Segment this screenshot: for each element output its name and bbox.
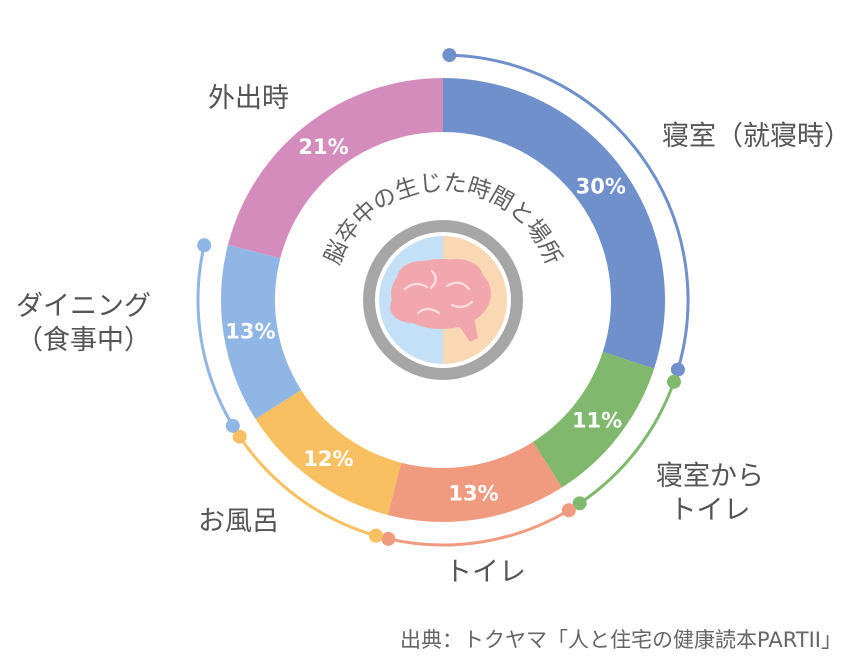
slice-dining [221, 244, 302, 419]
bracket-dot-bath [368, 528, 383, 543]
slice-bedroom-toilet [533, 351, 655, 488]
slice-toilet [387, 441, 562, 522]
bracket-dot-dining [225, 418, 240, 433]
bracket-dot-bedroom-toilet [666, 374, 681, 389]
category-label-line: （食事中） [16, 324, 151, 356]
bracket-bedroom [449, 53, 690, 371]
slice-bath [255, 390, 402, 516]
category-label-line: トイレ [669, 494, 751, 526]
label-brackets [196, 48, 690, 547]
bracket-bedroom-toilet [578, 381, 676, 505]
category-label-line: トイレ [445, 557, 526, 588]
pct-label-bedroom-toilet: 11% [572, 409, 622, 433]
category-label-line: 寝室（就寝時） [662, 121, 851, 152]
category-label-dining: ダイニング （食事中） [16, 290, 151, 358]
category-label-bath: お風呂 [198, 505, 279, 539]
title-char: じ [418, 170, 444, 198]
category-label-line: お風呂 [198, 506, 279, 537]
pct-label-toilet: 13% [448, 482, 498, 506]
category-label-line: 外出時 [208, 83, 289, 114]
category-label-bedroom-toilet: 寝室から トイレ [656, 460, 764, 528]
bracket-dot-bedroom [670, 362, 685, 377]
pct-label-outside: 21% [298, 135, 348, 159]
bracket-dot-toilet [381, 531, 396, 546]
category-label-outside: 外出時 [208, 82, 289, 116]
bracket-dot-dining [197, 238, 212, 253]
donut-slices [221, 78, 665, 522]
title-char: た [442, 170, 468, 198]
pct-label-bedroom: 30% [576, 174, 626, 198]
brain-icon [363, 220, 523, 380]
slice-outside [227, 78, 443, 259]
category-label-line: ダイニング [16, 291, 151, 322]
bracket-dot-bath [232, 429, 247, 444]
pct-label-bath: 12% [303, 447, 353, 471]
bracket-dining [196, 244, 235, 427]
bracket-dot-bedroom-toilet [572, 496, 587, 511]
category-label-line: 寝室から [656, 461, 764, 492]
bracket-dot-bedroom [442, 48, 457, 63]
category-label-toilet: トイレ [445, 556, 526, 590]
chart-source: 出典：トクヤマ「人と住宅の健康読本PARTII」 [400, 628, 842, 652]
pct-label-dining: 13% [225, 320, 275, 344]
percent-labels: 30% 11% 13% 12% 13% 21% [225, 135, 626, 506]
bracket-dot-toilet [561, 503, 576, 518]
slice-bedroom [443, 78, 665, 369]
category-label-bedroom: 寝室（就寝時） [662, 120, 851, 154]
bracket-toilet [387, 508, 570, 547]
bracket-bath [238, 435, 377, 538]
